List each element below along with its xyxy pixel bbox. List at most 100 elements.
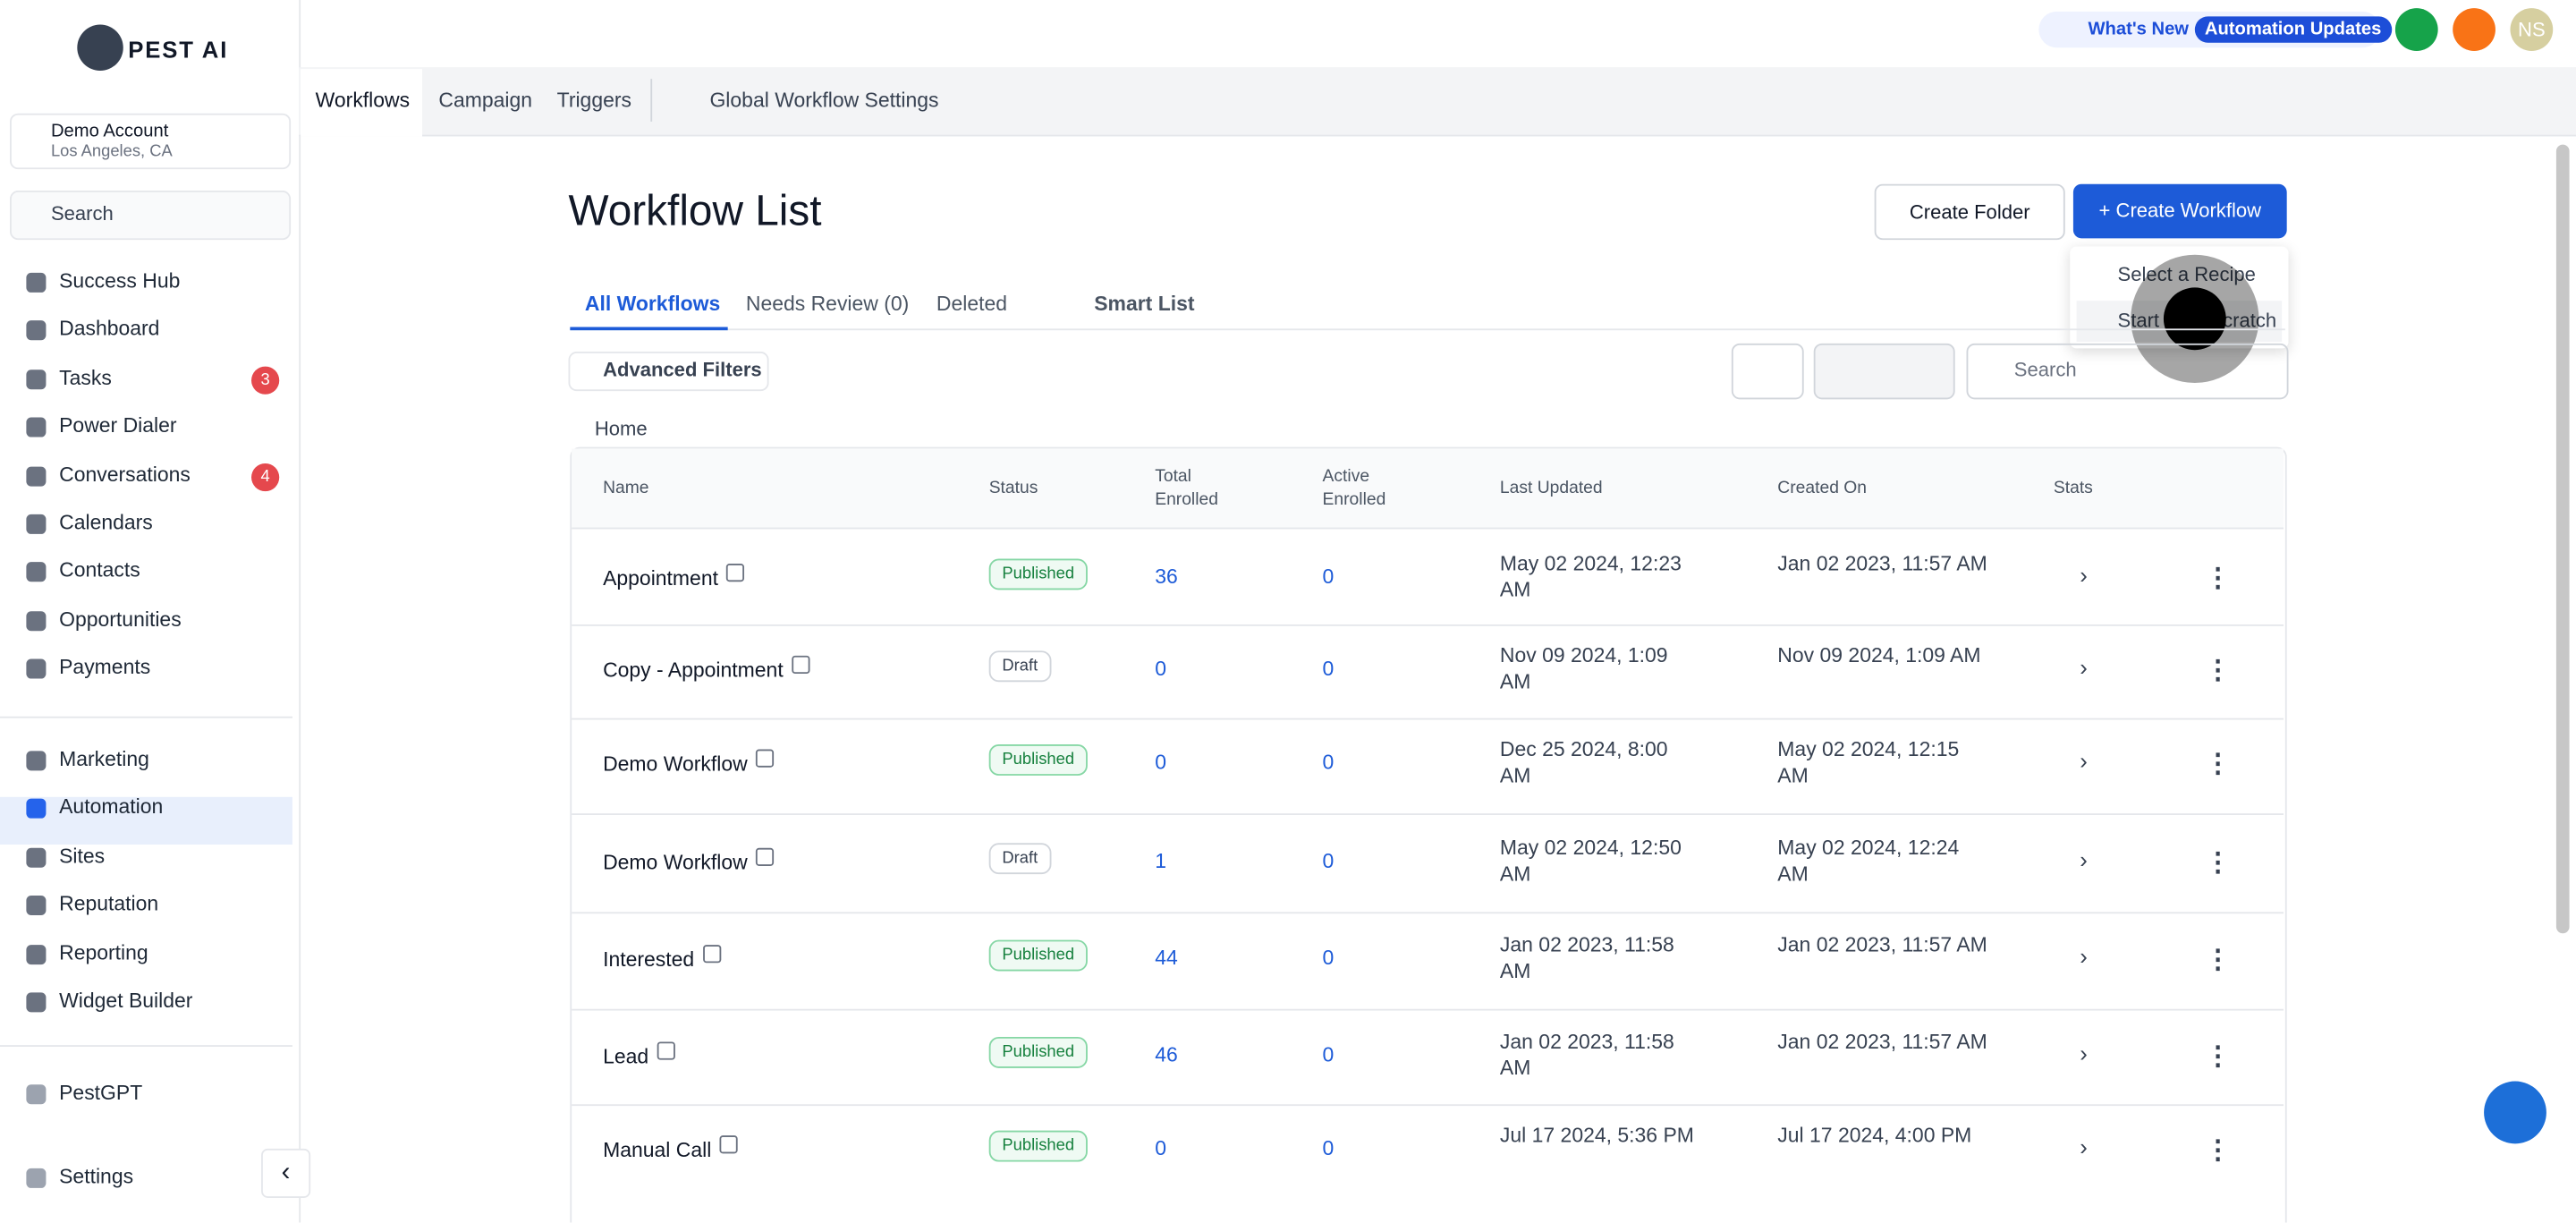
nav-item[interactable]: Contacts (59, 559, 140, 582)
subtab[interactable]: Needs Review (0) (745, 292, 910, 316)
last-updated: Jan 02 2023, 11:58 AM (1499, 933, 1674, 983)
stats-chevron[interactable]: › (2080, 747, 2088, 775)
nav-item[interactable]: Dashboard (59, 318, 160, 341)
nav-item[interactable]: Conversations (59, 463, 191, 486)
nav-icon (26, 514, 47, 534)
created-on: May 02 2024, 12:24 AM (1777, 836, 1960, 886)
scrollbar (2555, 144, 2570, 934)
row-menu[interactable]: ⋮ (2204, 751, 2232, 779)
row-menu[interactable]: ⋮ (2204, 1136, 2232, 1166)
subtab[interactable]: Deleted (936, 292, 1008, 316)
cursor (2163, 287, 2226, 351)
tab[interactable]: Global Workflow Settings (709, 89, 939, 112)
nav-item[interactable]: PestGPT (59, 1081, 143, 1105)
row-menu[interactable]: ⋮ (2204, 1043, 2232, 1072)
nav-item[interactable]: Marketing (59, 747, 149, 771)
table-search[interactable] (1966, 343, 2289, 400)
stats-chevron[interactable]: › (2080, 1040, 2088, 1067)
account-switcher[interactable] (10, 113, 292, 170)
workflow-name[interactable]: Interested (603, 947, 695, 972)
created-on: Jan 02 2023, 11:57 AM (1777, 933, 1987, 956)
nav-item[interactable]: Success Hub (59, 269, 181, 293)
sidebar-search[interactable] (10, 191, 292, 241)
menu-item[interactable]: Select a Recipe (2117, 262, 2256, 286)
active-enrolled[interactable]: 0 (1322, 657, 1335, 681)
subtab[interactable]: All Workflows (584, 292, 721, 316)
nav-icon (26, 847, 47, 868)
total-enrolled[interactable]: 0 (1155, 751, 1166, 775)
stats-chevron[interactable]: › (2080, 1134, 2088, 1160)
active-enrolled[interactable]: 0 (1322, 1136, 1335, 1160)
tab[interactable]: Campaign (438, 89, 533, 112)
stats-chevron[interactable]: › (2080, 654, 2088, 681)
row-menu[interactable]: ⋮ (2204, 946, 2232, 975)
nav-item[interactable]: Settings (59, 1165, 134, 1188)
stats-chevron[interactable]: › (2080, 562, 2088, 589)
column-header: Last Updated (1499, 478, 1603, 498)
workflow-name[interactable]: Copy - Appointment (603, 658, 784, 683)
total-enrolled[interactable]: 0 (1155, 657, 1166, 681)
link-icon (719, 1135, 738, 1154)
active-enrolled[interactable]: 0 (1322, 1043, 1335, 1067)
workflow-name[interactable]: Demo Workflow (603, 851, 748, 875)
nav-item[interactable]: Sites (59, 844, 106, 868)
nav-icon (26, 799, 47, 820)
nav-item[interactable]: Payments (59, 656, 151, 679)
nav-item[interactable]: Opportunities (59, 607, 182, 631)
account-location: Los Angeles, CA (50, 142, 173, 161)
phone-button[interactable] (2394, 8, 2438, 51)
nav-icon (26, 944, 47, 964)
nav-item[interactable]: Automation (59, 795, 164, 820)
subtab-line (570, 328, 2285, 331)
stats-chevron[interactable]: › (2080, 943, 2088, 970)
nav-item[interactable]: Reputation (59, 892, 159, 916)
tab[interactable]: Workflows (315, 89, 411, 112)
created-on: Jan 02 2023, 11:57 AM (1777, 1030, 1987, 1054)
column-header: Name (603, 478, 649, 498)
avatar[interactable]: NS (2510, 8, 2554, 51)
last-updated: Dec 25 2024, 8:00 AM (1499, 737, 1668, 787)
workflow-name[interactable]: Manual Call (603, 1138, 712, 1162)
active-enrolled[interactable]: 0 (1322, 849, 1335, 873)
subtab[interactable]: Smart List (1094, 292, 1195, 316)
active-enrolled[interactable]: 0 (1322, 565, 1335, 589)
active-enrolled[interactable]: 0 (1322, 946, 1335, 970)
workflow-name[interactable]: Appointment (603, 566, 718, 590)
stats-chevron[interactable]: › (2080, 845, 2088, 873)
row-menu[interactable]: ⋮ (2204, 849, 2232, 878)
row-menu[interactable]: ⋮ (2204, 565, 2232, 594)
view-toggle[interactable] (1813, 343, 1955, 400)
nav-item[interactable]: Power Dialer (59, 414, 177, 437)
column-header: Status (988, 478, 1038, 498)
table-search-text: Search (2013, 358, 2077, 382)
workflow-name[interactable]: Demo Workflow (603, 752, 748, 776)
whats-new[interactable]: What's New (2088, 20, 2190, 40)
nav-item[interactable]: Widget Builder (59, 989, 193, 1013)
notifications-button[interactable] (2453, 8, 2496, 51)
create-folder-text: Create Folder (1909, 200, 2030, 224)
automation-updates[interactable]: Automation Updates (2194, 16, 2392, 43)
nav-active (0, 797, 292, 845)
create-folder[interactable]: Create Folder (1874, 183, 2065, 241)
nav-item[interactable]: Calendars (59, 511, 153, 534)
total-enrolled[interactable]: 46 (1155, 1043, 1178, 1067)
total-enrolled[interactable]: 0 (1155, 1136, 1166, 1160)
nav-item[interactable]: Reporting (59, 940, 148, 964)
total-enrolled[interactable]: 1 (1155, 849, 1166, 873)
nav-item[interactable]: Tasks (59, 366, 112, 389)
create-workflow[interactable]: + Create Workflow (2072, 183, 2287, 239)
active-enrolled[interactable]: 0 (1322, 751, 1335, 775)
row-menu[interactable]: ⋮ (2204, 657, 2232, 685)
nav-icon (26, 1084, 47, 1105)
workflow-name[interactable]: Lead (603, 1045, 649, 1068)
advanced-filters[interactable] (568, 352, 769, 392)
history-button[interactable] (1731, 343, 1804, 400)
total-enrolled[interactable]: 44 (1155, 946, 1178, 970)
collapse-button[interactable]: ‹ (261, 1148, 311, 1198)
last-updated: May 02 2024, 12:23 AM (1499, 552, 1682, 602)
help-button[interactable] (2484, 1081, 2546, 1144)
column-header: Total Enrolled (1155, 466, 1218, 510)
total-enrolled[interactable]: 36 (1155, 565, 1178, 589)
row-divider (572, 717, 2284, 719)
tab[interactable]: Triggers (556, 89, 632, 112)
